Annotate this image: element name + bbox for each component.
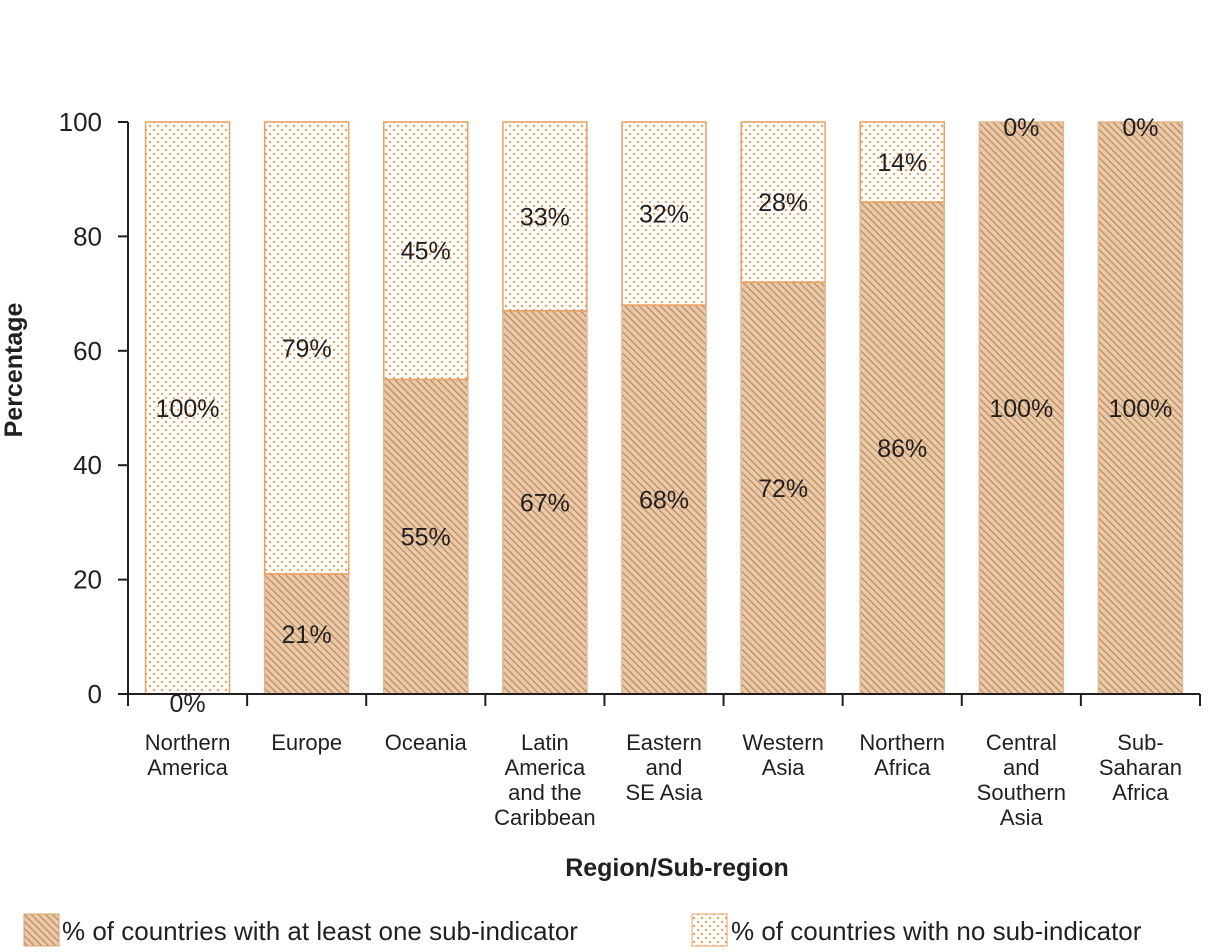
- x-category-label: Central and Southern Asia: [977, 730, 1066, 830]
- x-category-label: Sub-Saharan Africa: [1099, 730, 1182, 805]
- value-label-at-least-one: 67%: [520, 489, 570, 517]
- value-label-no-sub-indicator: 100%: [156, 395, 220, 423]
- x-axis-title: Region/Sub-region: [565, 854, 789, 882]
- legend-item-at-least-one: % of countries with at least one sub-ind…: [23, 913, 578, 947]
- value-label-no-sub-indicator: 45%: [401, 238, 451, 266]
- value-label-no-sub-indicator: 0%: [1122, 114, 1158, 142]
- bar-at-least-one: [263, 573, 350, 695]
- bar-no-sub-indicator: [144, 121, 231, 695]
- y-tick-label: 0: [88, 679, 102, 709]
- bar-at-least-one: [740, 281, 826, 695]
- bar-no-sub-indicator: [502, 121, 588, 312]
- value-label-at-least-one: 21%: [282, 621, 332, 649]
- y-tick-label: 100: [59, 107, 102, 137]
- bar-at-least-one: [978, 121, 1065, 695]
- legend-swatch-hatched: [23, 913, 60, 947]
- bar-at-least-one: [383, 378, 469, 695]
- x-category-label: Northern America: [145, 730, 231, 780]
- legend-item-no-sub-indicator: % of countries with no sub-indicator: [691, 913, 1142, 947]
- y-axis: 0 20 40 60 80 100: [59, 107, 129, 709]
- bar-no-sub-indicator: [383, 121, 469, 381]
- x-category-label: Eastern and SE Asia: [625, 730, 703, 805]
- y-axis-title: Percentage: [0, 303, 28, 438]
- x-category-label: Oceania: [385, 730, 468, 755]
- value-label-no-sub-indicator: 0%: [1003, 114, 1039, 142]
- value-label-at-least-one: 72%: [758, 475, 808, 503]
- bar-at-least-one: [502, 310, 588, 695]
- y-tick-label: 60: [73, 336, 102, 366]
- bar-no-sub-indicator: [740, 121, 826, 283]
- legend-label-no-sub-indicator: % of countries with no sub-indicator: [731, 916, 1142, 946]
- value-labels: 0% 100% 21% 79% 55% 45% 67% 33% 68% 32% 72% 28% 86% 1…: [156, 114, 1173, 718]
- legend-label-at-least-one: % of countries with at least one sub-ind…: [62, 916, 578, 946]
- value-label-no-sub-indicator: 32%: [639, 201, 689, 229]
- bar-no-sub-indicator: [621, 121, 707, 306]
- value-label-at-least-one: 68%: [639, 487, 689, 515]
- value-label-at-least-one: 0%: [169, 690, 205, 718]
- bar-no-sub-indicator: [263, 121, 350, 575]
- legend: % of countries with at least one sub-ind…: [23, 913, 1142, 947]
- value-label-no-sub-indicator: 33%: [520, 203, 570, 231]
- bar-at-least-one: [859, 201, 945, 695]
- x-category-label: Western Asia: [742, 730, 824, 780]
- x-axis: Northern America Europe Oceania Latin America…: [127, 693, 1201, 830]
- bars: [144, 121, 1184, 695]
- value-label-no-sub-indicator: 79%: [282, 335, 332, 363]
- value-label-at-least-one: 100%: [989, 395, 1053, 423]
- legend-swatch-dotted: [691, 913, 728, 947]
- value-label-at-least-one: 55%: [401, 524, 451, 552]
- y-tick-label: 20: [73, 565, 102, 595]
- bar-at-least-one: [621, 304, 707, 695]
- value-label-at-least-one: 100%: [1108, 395, 1172, 423]
- value-label-at-least-one: 86%: [877, 435, 927, 463]
- x-category-label: Europe: [271, 730, 342, 755]
- bar-no-sub-indicator: [859, 121, 945, 203]
- value-label-no-sub-indicator: 14%: [877, 149, 927, 177]
- x-category-label: Northern Africa: [859, 730, 945, 780]
- value-label-no-sub-indicator: 28%: [758, 189, 808, 217]
- bar-at-least-one: [1097, 121, 1184, 695]
- x-category-label: Latin America and the Caribbean: [494, 730, 596, 830]
- y-tick-label: 40: [73, 450, 102, 480]
- y-tick-label: 80: [73, 221, 102, 251]
